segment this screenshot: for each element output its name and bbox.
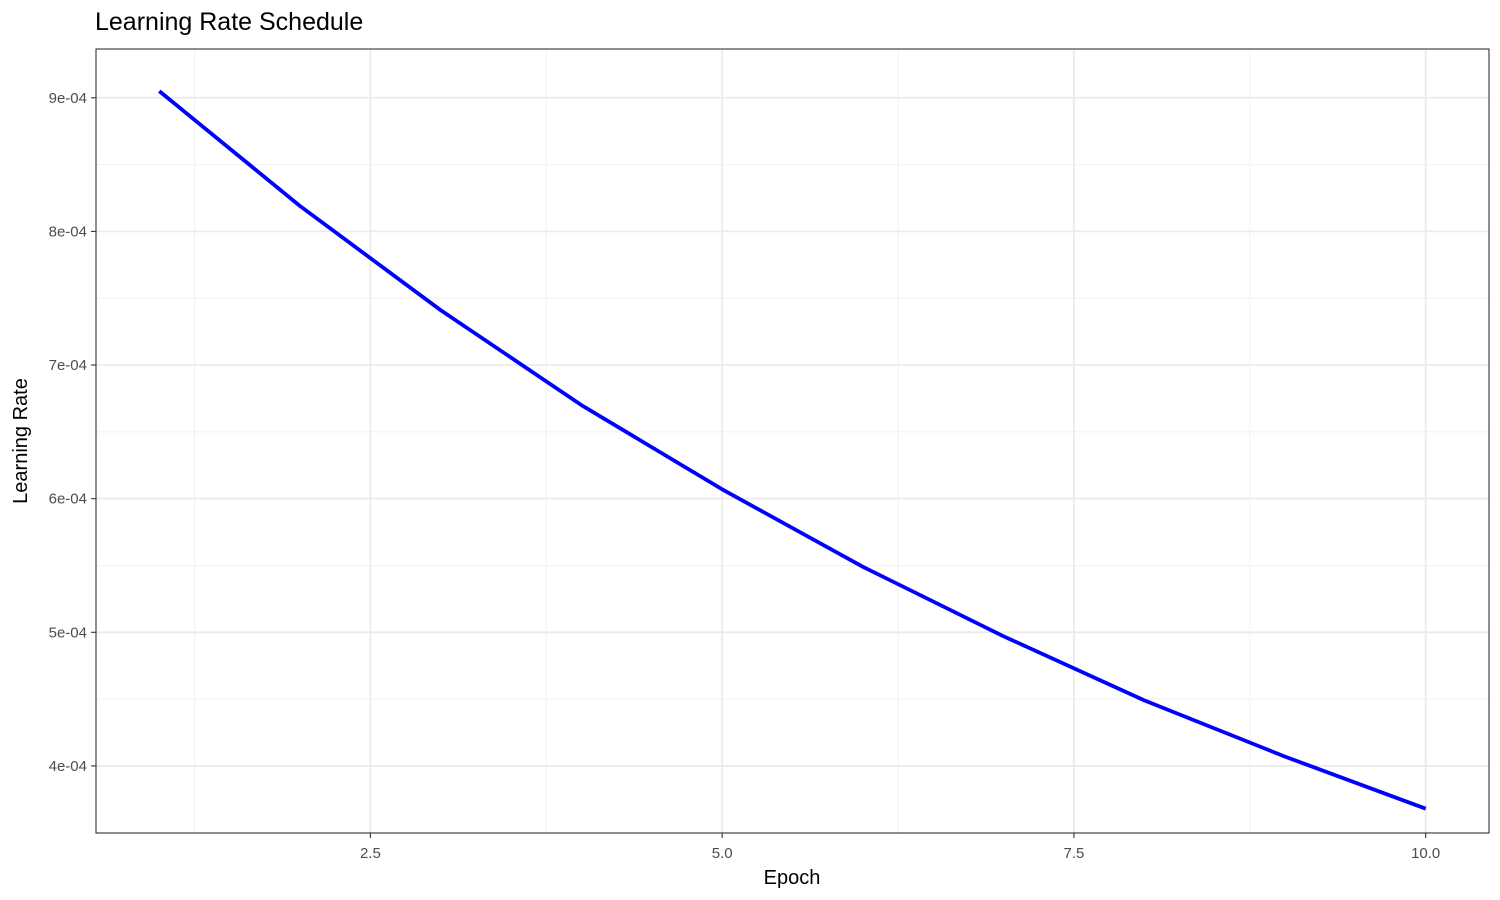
panel-border — [95, 48, 1490, 834]
y-tick-label: 5e-04 — [49, 624, 87, 641]
y-tick-label: 6e-04 — [49, 491, 87, 508]
plot-panel — [96, 49, 1489, 833]
y-axis-title: Learning Rate — [10, 378, 32, 504]
series-line-1 — [158, 89, 1427, 811]
y-tick-label: 7e-04 — [49, 357, 87, 374]
y-tick-label: 9e-04 — [49, 90, 87, 107]
x-tick-label: 10.0 — [1411, 845, 1440, 862]
chart-title: Learning Rate Schedule — [95, 8, 363, 36]
y-tick-label: 8e-04 — [49, 223, 87, 240]
major-gridlines — [96, 49, 1489, 833]
x-axis-title: Epoch — [764, 867, 821, 889]
y-tick-label: 4e-04 — [49, 758, 87, 775]
y-axis: 4e-04 5e-04 6e-04 7e-04 8e-04 9e-04 — [49, 90, 96, 775]
x-tick-label: 7.5 — [1063, 845, 1084, 862]
x-tick-label: 5.0 — [712, 845, 733, 862]
x-axis: 2.5 5.0 7.5 10.0 — [360, 833, 1440, 862]
x-tick-label: 2.5 — [360, 845, 381, 862]
series-layer — [158, 89, 1427, 811]
